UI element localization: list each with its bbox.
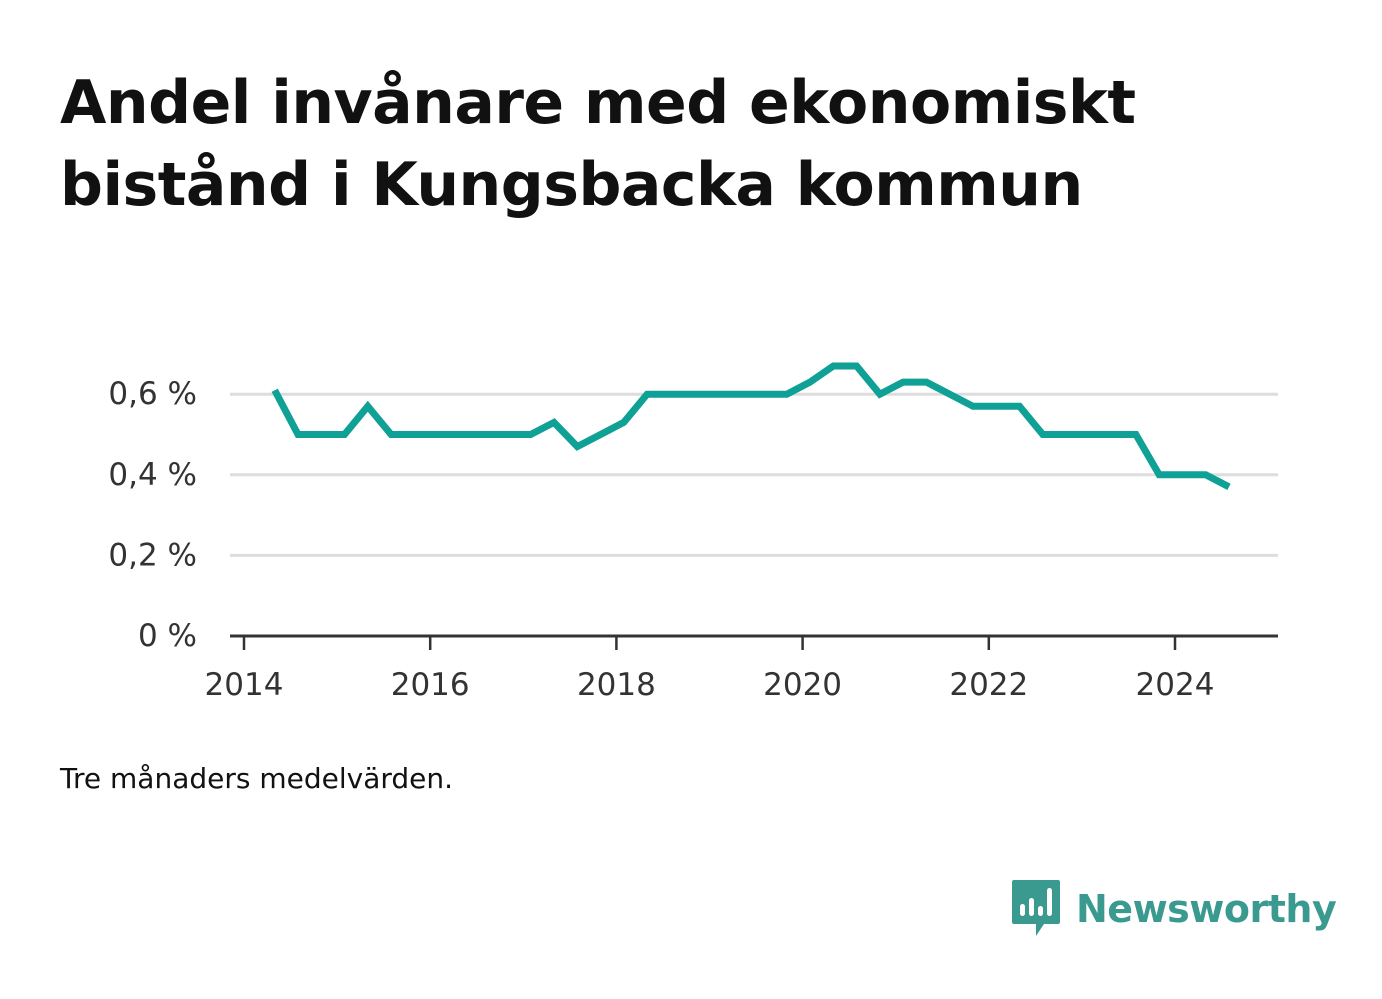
x-axis-tick-labels: 2014 2016 2018 2020 2022 2024 xyxy=(205,667,1215,703)
x-tick-label: 2018 xyxy=(577,667,656,703)
y-tick-label: 0,6 % xyxy=(108,376,197,412)
chart-title: Andel invånare med ekonomiskt bistånd i … xyxy=(60,68,1136,220)
x-tick-label: 2016 xyxy=(391,667,470,703)
y-axis-tick-labels: 0 % 0,2 % 0,4 % 0,6 % xyxy=(108,376,197,654)
footnote: Tre månaders medelvärden. xyxy=(60,762,454,795)
newsworthy-logo-icon xyxy=(1012,880,1060,936)
x-tick-label: 2024 xyxy=(1136,667,1215,703)
y-tick-label: 0,2 % xyxy=(108,537,197,573)
series-layer xyxy=(271,362,1231,491)
brand-name: Newsworthy xyxy=(1076,887,1337,931)
x-tick-label: 2014 xyxy=(205,667,284,703)
y-tick-label: 0 % xyxy=(138,618,197,654)
y-tick-label: 0,4 % xyxy=(108,457,197,493)
brand-logo: Newsworthy xyxy=(1010,878,1337,940)
gridlines xyxy=(230,392,1278,557)
x-axis xyxy=(230,634,1278,650)
series-line xyxy=(271,362,1231,491)
x-tick-label: 2022 xyxy=(949,667,1028,703)
x-tick-label: 2020 xyxy=(763,667,842,703)
